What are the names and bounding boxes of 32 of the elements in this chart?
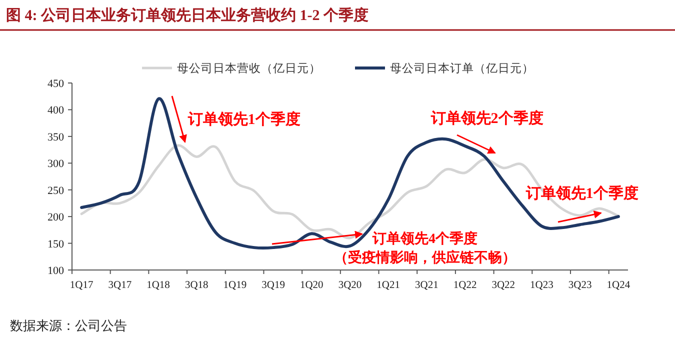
annotation: 订单领先2个季度 (430, 109, 544, 127)
y-tick-label: 100 (48, 265, 64, 277)
annotation: 订单领先1个季度 (186, 110, 300, 128)
x-tick-label: 3Q20 (338, 280, 362, 291)
source-note: 数据来源：公司公告 (10, 318, 127, 333)
x-tick-label: 1Q19 (223, 280, 247, 291)
legend-label: 母公司日本订单（亿日元） (390, 62, 534, 75)
x-tick-label: 3Q17 (108, 280, 132, 291)
x-tick-label: 1Q22 (453, 280, 477, 291)
y-tick-label: 150 (48, 238, 64, 250)
x-tick-label: 1Q21 (376, 280, 400, 291)
y-tick-label: 400 (48, 104, 64, 117)
legend-label: 母公司日本营收（亿日元） (177, 62, 321, 75)
annotation: 订单领先4个季度 (372, 230, 478, 247)
x-tick-label: 3Q21 (415, 280, 438, 291)
chart-title: 图 4: 公司日本业务订单领先日本业务营收约 1-2 个季度 (6, 6, 368, 24)
y-tick-label: 200 (48, 212, 64, 224)
x-tick-label: 1Q18 (146, 280, 170, 291)
x-tick-label: 1Q17 (70, 280, 94, 291)
y-tick-label: 300 (48, 158, 64, 170)
y-tick-label: 450 (48, 78, 64, 90)
x-tick-label: 1Q23 (530, 280, 554, 291)
annotation: （受疫情影响，供应链不畅） (334, 249, 516, 266)
y-tick-label: 250 (48, 184, 64, 197)
x-tick-label: 1Q20 (300, 280, 324, 291)
x-tick-label: 3Q18 (184, 280, 208, 291)
x-tick-label: 1Q24 (606, 280, 631, 291)
x-tick-label: 3Q22 (492, 280, 516, 291)
x-tick-label: 3Q23 (568, 280, 592, 291)
y-tick-label: 350 (48, 131, 64, 144)
annotation: 订单领先1个季度 (524, 184, 638, 202)
x-tick-label: 3Q19 (262, 280, 285, 291)
